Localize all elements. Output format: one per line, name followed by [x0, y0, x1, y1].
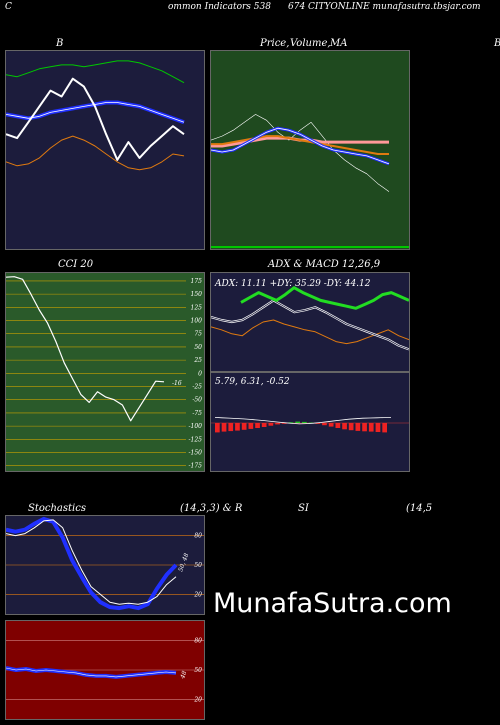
- stochastics-title-d: (14,5: [406, 503, 433, 514]
- cci-tick-label: -125: [189, 436, 203, 443]
- cci-tick-label: 175: [191, 278, 203, 285]
- bollinger-title: B: [56, 38, 64, 49]
- macd-histogram-bar: [295, 421, 300, 423]
- stochastics-tick-label: 20: [193, 591, 202, 598]
- cci-tick-label: -75: [192, 410, 202, 417]
- macd-histogram-bar: [315, 423, 321, 424]
- macd-histogram-bar: [281, 423, 287, 424]
- macd-histogram-bar: [302, 421, 307, 423]
- macd-histogram-bar: [261, 423, 267, 427]
- macd-histogram-bar: [362, 423, 367, 432]
- price-chart: [211, 114, 409, 248]
- macd-histogram-bar: [335, 423, 341, 428]
- cci-tick-label: 25: [193, 357, 202, 364]
- macd-histogram-bar: [275, 423, 280, 425]
- macd-signal-line: [214, 417, 392, 425]
- macd-histogram-bar: [248, 423, 254, 429]
- adx-minus-dy-line-inner: [211, 300, 409, 350]
- macd-histogram-bar: [221, 423, 227, 432]
- adx-line: [240, 286, 409, 310]
- adx-panel: ADX: 11.11 +DY: 35.29 -DY: 44.12: [210, 272, 410, 372]
- cci-tick-label: 50: [194, 344, 202, 351]
- price-title-a: Price,: [260, 38, 290, 49]
- stochastics-tick-label: 80: [194, 533, 202, 540]
- cci-tick-label: -175: [189, 463, 203, 470]
- cci-tick-label: 0: [198, 370, 202, 377]
- stochastics-tick-label: 50: [194, 562, 202, 569]
- cci-tick-label: 75: [194, 331, 202, 338]
- right-edge-title: B: [494, 38, 500, 49]
- macd-histogram-bar: [241, 423, 247, 430]
- header-left: C: [5, 2, 12, 12]
- cci-tick-label: -150: [189, 450, 203, 457]
- bollinger-lower-band: [6, 135, 185, 171]
- macd-histogram-bar: [382, 423, 387, 433]
- bollinger-upper-band: [6, 60, 185, 84]
- adx-macd-title: ADX & MACD 12,26,9: [268, 259, 381, 270]
- cci-chart: 175 150 125 100 75 50 25 0 -25 -50 -75 -100 -125 -150…: [6, 276, 203, 470]
- cci-tick-label: 150: [191, 291, 203, 298]
- watermark: MunafaSutra.com: [213, 588, 452, 619]
- macd-histogram-bar: [348, 423, 354, 431]
- stochastics-k-line: [6, 519, 177, 605]
- stochastics-title-c: SI: [298, 503, 309, 514]
- price-ma-medium: [211, 126, 390, 166]
- macd-readout: 5.79, 6.31, -0.52: [215, 377, 290, 387]
- macd-histogram-bar: [322, 423, 327, 426]
- macd-histogram-bar: [375, 423, 381, 432]
- rsi-last-value: 48: [179, 670, 189, 681]
- stochastics-chart: 80 50 20 50, 48: [6, 516, 204, 611]
- adx-plus-dy-line: [211, 319, 409, 345]
- header-right: 674 CITYONLINE munafasutra.tbsjar.com: [288, 2, 481, 12]
- macd-histogram-bar: [328, 423, 334, 427]
- stochastics-d-line: [6, 516, 178, 611]
- macd-histogram-bar: [368, 423, 374, 432]
- stochastics-last-value: 50, 48: [177, 552, 190, 572]
- macd-histogram-bar: [355, 423, 361, 431]
- macd-histogram-bar: [228, 423, 234, 432]
- price-panel: [210, 50, 410, 250]
- rsi-tick-label: 20: [193, 696, 202, 703]
- cci-panel: 175 150 125 100 75 50 25 0 -25 -50 -75 -100 -125 -150…: [5, 272, 205, 472]
- cci-title: CCI 20: [58, 259, 94, 270]
- macd-panel: 5.79, 6.31, -0.52: [210, 372, 410, 472]
- rsi-tick-label: 50: [194, 667, 202, 674]
- stochastics-title-a: Stochastics: [28, 503, 86, 514]
- macd-histogram-bar: [215, 423, 220, 433]
- rsi-tick-label: 80: [194, 638, 202, 645]
- macd-histogram-bar: [255, 423, 260, 428]
- rsi-panel: 80 50 20 48: [5, 620, 205, 720]
- adx-readout: ADX: 11.11 +DY: 35.29 -DY: 44.12: [214, 279, 371, 289]
- macd-histogram-bar: [288, 422, 294, 424]
- price-ma-medium-core: [211, 127, 390, 165]
- bollinger-price-line: [6, 77, 185, 161]
- price-ma-short: [211, 135, 389, 155]
- macd-chart: 5.79, 6.31, -0.52: [211, 377, 409, 433]
- bollinger-chart: [6, 60, 185, 171]
- adx-chart: ADX: 11.11 +DY: 35.29 -DY: 44.12: [211, 279, 409, 351]
- rsi-chart: 80 50 20 48: [6, 638, 204, 703]
- macd-histogram-bar: [268, 423, 274, 426]
- rsi-line-core: [6, 667, 177, 678]
- cci-tick-label: 100: [191, 318, 203, 325]
- bollinger-panel: [5, 50, 205, 250]
- cci-tick-label: -100: [189, 423, 203, 430]
- macd-histogram-bar: [342, 423, 347, 430]
- adx-minus-dy-line-outer: [211, 299, 409, 351]
- cci-tick-label: -50: [192, 397, 202, 404]
- price-title-c: MA: [330, 38, 348, 49]
- cci-line: [6, 276, 165, 422]
- price-close-line: [211, 114, 390, 192]
- cci-tick-label: 125: [191, 304, 203, 311]
- cci-last-value: -16: [172, 380, 182, 387]
- header-middle: ommon Indicators 538: [168, 2, 271, 12]
- stochastics-panel: 80 50 20 50, 48: [5, 515, 205, 615]
- cci-tick-label: -25: [192, 384, 202, 391]
- macd-histogram-bar: [235, 423, 240, 431]
- price-title-b: Volume,: [290, 38, 331, 49]
- stochastics-title-b: (14,3,3) & R: [180, 503, 243, 514]
